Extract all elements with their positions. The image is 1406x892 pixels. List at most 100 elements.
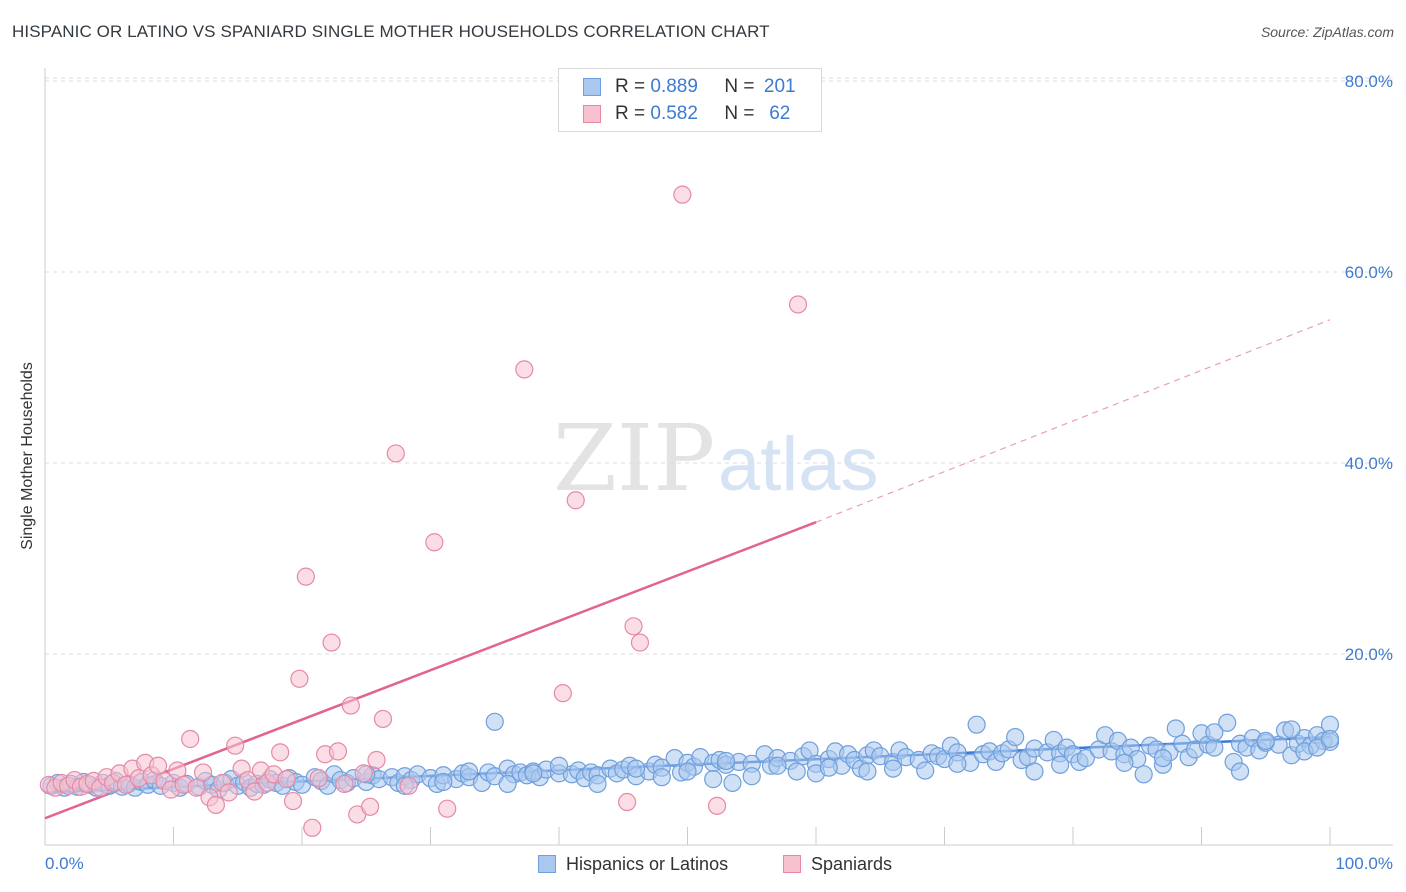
data-point-spaniards: [788, 295, 808, 314]
data-point-spaniards: [566, 491, 585, 510]
data-point-hispanics: [549, 756, 569, 775]
legend-n-value: 201: [763, 76, 796, 97]
data-point-spaniards: [187, 778, 206, 797]
data-point-hispanics: [883, 759, 903, 778]
bottom-legend-swatch-hispanics: [538, 855, 556, 873]
data-point-spaniards: [226, 736, 245, 755]
data-point-hispanics: [1205, 738, 1224, 757]
data-point-spaniards: [193, 763, 213, 782]
legend-swatch-spaniards: [583, 105, 601, 123]
data-point-hispanics: [1218, 713, 1237, 732]
bottom-legend-label: Spaniards: [811, 853, 893, 874]
data-point-hispanics: [1025, 762, 1044, 781]
y-tick-label: 60.0%: [1345, 263, 1393, 282]
data-point-spaniards: [399, 776, 418, 795]
data-point-hispanics: [1153, 748, 1173, 768]
data-point-hispanics: [1006, 727, 1025, 747]
data-point-spaniards: [673, 185, 692, 204]
correlation-legend: R = 0.889 N = 201 R = 0.582 N = 62: [558, 68, 822, 132]
data-point-spaniards: [425, 533, 444, 552]
data-point-spaniards: [181, 729, 200, 749]
data-point-hispanics: [1205, 723, 1224, 742]
data-point-hispanics: [916, 761, 935, 780]
data-point-spaniards: [618, 792, 637, 812]
data-point-spaniards: [296, 567, 315, 586]
bottom-legend-label: Hispanics or Latinos: [566, 853, 729, 874]
legend-n-label: N =: [724, 103, 755, 124]
data-point-spaniards: [515, 360, 534, 379]
data-point-spaniards: [148, 756, 168, 775]
data-point-spaniards: [367, 750, 386, 770]
data-point-spaniards: [322, 633, 341, 652]
legend-n-label: N =: [724, 76, 755, 97]
data-point-hispanics: [524, 764, 543, 783]
data-point-spaniards: [303, 818, 322, 837]
trend-line-spaniards-extension: [815, 319, 1331, 523]
data-point-hispanics: [1308, 738, 1327, 757]
y-tick-label: 40.0%: [1345, 454, 1393, 473]
data-point-hispanics: [1134, 765, 1153, 784]
data-point-hispanics: [1320, 729, 1340, 749]
data-point-hispanics: [1051, 755, 1070, 774]
data-point-hispanics: [704, 770, 723, 789]
data-point-spaniards: [245, 782, 264, 801]
data-point-hispanics: [787, 762, 806, 781]
data-point-hispanics: [716, 751, 736, 771]
data-point-hispanics: [485, 712, 504, 731]
data-point-spaniards: [386, 444, 405, 463]
bottom-legend-hispanics: Hispanics or Latinos: [538, 852, 728, 876]
data-point-spaniards: [277, 770, 296, 789]
legend-r-label: R =: [615, 76, 646, 97]
bottom-legend-spaniards: Spaniards: [783, 852, 892, 876]
legend-r-label: R =: [615, 103, 646, 124]
data-point-spaniards: [309, 769, 328, 788]
data-point-spaniards: [361, 797, 380, 816]
data-point-spaniards: [335, 774, 354, 793]
legend-row-hispanics: R = 0.889 N = 201: [583, 75, 800, 99]
legend-row-spaniards: R = 0.582 N = 62: [583, 102, 800, 126]
data-point-spaniards: [354, 764, 373, 783]
data-point-spaniards: [219, 783, 238, 802]
source-label: Source: ZipAtlas.com: [1260, 24, 1394, 40]
data-point-spaniards: [206, 795, 226, 814]
legend-r-value: 0.582: [650, 103, 698, 124]
data-point-hispanics: [1282, 720, 1301, 739]
y-tick-label: 20.0%: [1345, 645, 1393, 664]
data-point-hispanics: [723, 773, 742, 793]
data-point-hispanics: [858, 762, 877, 781]
data-point-spaniards: [271, 743, 290, 762]
data-point-hispanics: [967, 715, 986, 734]
data-point-hispanics: [948, 754, 967, 773]
chart-title: HISPANIC OR LATINO VS SPANIARD SINGLE MO…: [12, 22, 770, 41]
legend-r-value: 0.889: [650, 76, 698, 97]
data-point-spaniards: [341, 696, 360, 715]
legend-n-value: 62: [769, 103, 791, 124]
data-point-hispanics: [1076, 748, 1095, 768]
data-point-hispanics: [652, 768, 671, 787]
data-point-hispanics: [459, 762, 479, 781]
data-point-spaniards: [630, 633, 650, 652]
data-point-spaniards: [438, 799, 457, 818]
data-point-spaniards: [624, 617, 643, 636]
data-point-spaniards: [290, 669, 309, 688]
data-point-hispanics: [1115, 753, 1134, 772]
data-point-hispanics: [768, 756, 787, 775]
data-point-spaniards: [283, 791, 303, 811]
data-point-spaniards: [328, 742, 348, 761]
x-tick-label: 0.0%: [45, 854, 84, 873]
data-point-hispanics: [498, 774, 517, 793]
x-tick-label: 100.0%: [1335, 854, 1393, 873]
bottom-legend-swatch-spaniards: [783, 855, 801, 873]
data-point-spaniards: [373, 709, 393, 729]
watermark-atlas: atlas: [718, 422, 879, 507]
data-point-hispanics: [1230, 762, 1250, 781]
data-point-hispanics: [742, 767, 761, 786]
data-point-hispanics: [1256, 731, 1275, 751]
data-point-hispanics: [434, 772, 453, 792]
y-tick-label: 80.0%: [1345, 72, 1393, 91]
legend-swatch-hispanics: [583, 78, 601, 96]
data-point-hispanics: [678, 762, 697, 781]
data-point-spaniards: [553, 684, 572, 703]
data-point-hispanics: [626, 759, 646, 778]
